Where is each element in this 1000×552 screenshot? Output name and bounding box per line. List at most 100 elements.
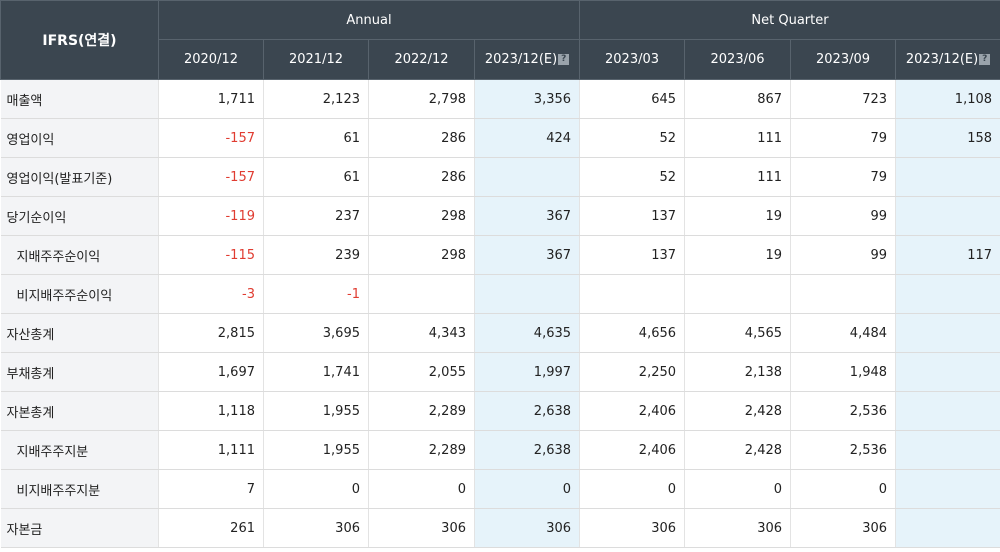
value-cell: 4,565 <box>684 313 792 353</box>
value-cell: 1,118 <box>158 391 264 431</box>
row-label: 매출액 <box>0 79 159 119</box>
value-cell: 306 <box>579 508 686 548</box>
value-cell: 61 <box>263 157 369 197</box>
period-header: 2023/12(E)? <box>895 39 1000 80</box>
value-cell: 1,108 <box>895 79 1000 119</box>
value-cell: 4,635 <box>474 313 581 353</box>
row-label: 자본총계 <box>0 391 159 431</box>
value-cell: 306 <box>368 508 475 548</box>
period-label: 2023/09 <box>816 52 871 67</box>
period-header: 2021/12 <box>263 39 369 80</box>
value-cell: 306 <box>684 508 792 548</box>
value-cell: 7 <box>158 469 264 509</box>
value-cell: 0 <box>579 469 686 509</box>
value-cell <box>895 157 1000 197</box>
value-cell: 1,997 <box>474 352 581 392</box>
value-cell: 367 <box>474 235 581 275</box>
table-row: 당기순이익 -119 237 298 367 137 19 99 <box>0 196 1000 236</box>
table-row: 자본총계 1,118 1,955 2,289 2,638 2,406 2,428 2,536 <box>0 391 1000 431</box>
value-cell: 79 <box>790 157 897 197</box>
period-label: 2021/12 <box>288 52 343 67</box>
value-cell: -1 <box>263 274 369 314</box>
value-cell: -3 <box>158 274 264 314</box>
value-cell: 52 <box>579 118 686 158</box>
value-cell: 3,356 <box>474 79 581 119</box>
period-header: 2023/03 <box>579 39 686 80</box>
value-cell: 239 <box>263 235 369 275</box>
row-label: 비지배주주순이익 <box>0 274 159 314</box>
value-cell: 0 <box>790 469 897 509</box>
value-cell: 2,406 <box>579 430 686 470</box>
value-cell: 2,289 <box>368 430 475 470</box>
value-cell: 1,741 <box>263 352 369 392</box>
row-label: 영업이익 <box>0 118 159 158</box>
row-label: 부채총계 <box>0 352 159 392</box>
value-cell <box>790 274 897 314</box>
net-quarter-header: Net Quarter <box>579 0 1000 40</box>
table-row: 부채총계 1,697 1,741 2,055 1,997 2,250 2,138 1,948 <box>0 352 1000 392</box>
table-row: 자본금 261 306 306 306 306 306 306 <box>0 508 1000 548</box>
period-header: 2023/09 <box>790 39 897 80</box>
estimate-help-icon[interactable]: ? <box>979 54 991 65</box>
value-cell: 2,536 <box>790 391 897 431</box>
period-label: 2023/12(E) <box>484 52 558 67</box>
value-cell <box>895 313 1000 353</box>
table-row: 매출액 1,711 2,123 2,798 3,356 645 867 723 1,108 <box>0 79 1000 119</box>
value-cell: 79 <box>790 118 897 158</box>
value-cell: 0 <box>684 469 792 509</box>
value-cell: 4,656 <box>579 313 686 353</box>
value-cell: 867 <box>684 79 792 119</box>
value-cell: 286 <box>368 157 475 197</box>
value-cell: 2,798 <box>368 79 475 119</box>
value-cell: 306 <box>263 508 369 548</box>
annual-header: Annual <box>157 0 581 40</box>
row-label: 비지배주주지분 <box>0 469 159 509</box>
period-label: 2020/12 <box>183 52 238 67</box>
period-header: 2023/12(E)? <box>473 39 581 80</box>
period-header: 2020/12 <box>158 39 264 80</box>
value-cell <box>895 469 1000 509</box>
value-cell <box>474 274 581 314</box>
value-cell <box>895 430 1000 470</box>
table-row: 비지배주주순이익 -3 -1 <box>0 274 1000 314</box>
value-cell: 424 <box>474 118 581 158</box>
period-label: 2023/03 <box>605 52 660 67</box>
period-label: 2023/12(E) <box>905 52 979 67</box>
value-cell <box>895 508 1000 548</box>
value-cell: 2,536 <box>790 430 897 470</box>
value-cell: 2,123 <box>263 79 369 119</box>
value-cell: 19 <box>684 235 792 275</box>
accounting-standard-header: IFRS(연결) <box>0 0 159 80</box>
row-label: 자본금 <box>0 508 159 548</box>
value-cell: -119 <box>158 196 264 236</box>
table-row: 비지배주주지분 7 0 0 0 0 0 0 <box>0 469 1000 509</box>
value-cell <box>895 352 1000 392</box>
value-cell: 2,638 <box>474 391 581 431</box>
value-cell: 237 <box>263 196 369 236</box>
value-cell: 2,406 <box>579 391 686 431</box>
value-cell: 137 <box>579 196 686 236</box>
row-label: 지배주주지분 <box>0 430 159 470</box>
value-cell <box>579 274 686 314</box>
value-cell: 111 <box>684 157 792 197</box>
value-cell: 2,250 <box>579 352 686 392</box>
value-cell: 2,638 <box>474 430 581 470</box>
period-label: 2022/12 <box>394 52 449 67</box>
table-row: 지배주주지분 1,111 1,955 2,289 2,638 2,406 2,428 2,53… <box>0 430 1000 470</box>
value-cell <box>895 196 1000 236</box>
value-cell: -157 <box>158 157 264 197</box>
value-cell <box>474 157 581 197</box>
period-header: 2022/12 <box>368 39 475 80</box>
value-cell <box>368 274 475 314</box>
value-cell: 261 <box>158 508 264 548</box>
value-cell: 367 <box>474 196 581 236</box>
value-cell: 2,138 <box>684 352 792 392</box>
estimate-help-icon[interactable]: ? <box>558 54 570 65</box>
value-cell: 1,955 <box>263 430 369 470</box>
value-cell: 0 <box>474 469 581 509</box>
value-cell: 306 <box>474 508 581 548</box>
table-row: 자산총계 2,815 3,695 4,343 4,635 4,656 4,565 4,484 <box>0 313 1000 353</box>
value-cell: 117 <box>895 235 1000 275</box>
table-row: 영업이익 -157 61 286 424 52 111 79 158 <box>0 118 1000 158</box>
